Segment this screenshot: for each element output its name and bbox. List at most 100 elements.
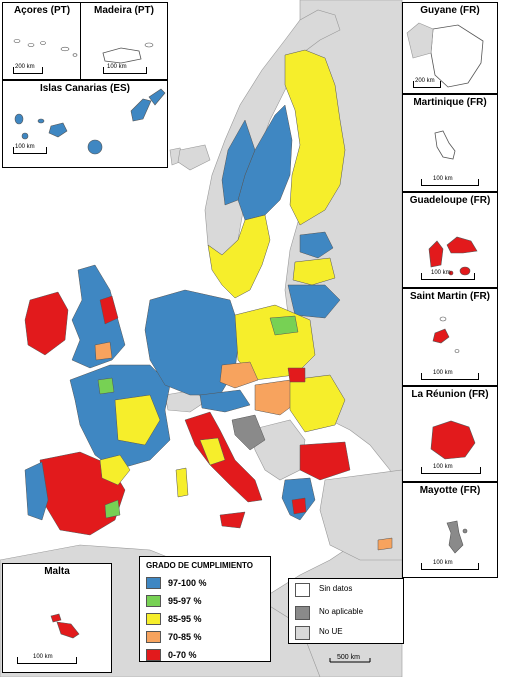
region-italy-yellow: [199, 437, 226, 466]
region-portugal: [24, 461, 49, 521]
inset-mayotte-title: Mayotte (FR): [419, 485, 481, 496]
legend-swatch-non-eu: [295, 626, 310, 640]
inset-canarias-scalebar: [13, 147, 47, 154]
inset-azores-scalebar: [13, 67, 43, 74]
region-finland: [284, 49, 346, 226]
legend-swatch: [146, 595, 161, 607]
main-scalebar: [329, 658, 371, 663]
inset-madeira: Madeira (PT) 100 km: [80, 2, 168, 80]
inset-martinique-title: Martinique (FR): [413, 97, 487, 108]
inset-reunion-scalebar: [421, 467, 481, 474]
inset-malta-map: [50, 613, 80, 639]
inset-mayotte-scale: 100 km: [433, 560, 453, 566]
region-greece-red: [291, 497, 307, 515]
inset-reunion-title: La Réunion (FR): [411, 389, 489, 400]
legend-label: 95-97 %: [168, 596, 202, 606]
region-cyprus: [377, 537, 393, 551]
legend-swatch: [146, 613, 161, 625]
legend-label-not-applicable: No aplicable: [319, 607, 364, 616]
region-sweden-south: [207, 214, 271, 299]
inset-martinique-scalebar: [421, 179, 479, 186]
inset-malta-scale: 100 km: [33, 654, 53, 660]
region-ireland: [24, 291, 69, 356]
legend-swatch: [146, 631, 161, 643]
region-estonia: [299, 231, 334, 259]
inset-guyane: Guyane (FR) 200 km: [402, 2, 498, 94]
inset-reunion-scale: 100 km: [433, 464, 453, 470]
region-romania: [289, 374, 346, 433]
inset-guyane-scale: 200 km: [415, 78, 435, 84]
main-scale-label: 500 km: [337, 654, 360, 661]
inset-guyane-scalebar: [413, 81, 441, 88]
inset-malta-scalebar: [17, 657, 77, 664]
region-norway-coast: [221, 119, 256, 206]
legend-swatch-no-data: [295, 583, 310, 597]
inset-martinique-scale: 100 km: [433, 176, 453, 182]
inset-mayotte-map: [446, 520, 468, 554]
inset-madeira-scalebar: [103, 67, 147, 74]
inset-madeira-scale: 100 km: [107, 64, 127, 70]
legend-label: 0-70 %: [168, 650, 197, 660]
inset-guadeloupe-scale: 100 km: [431, 270, 451, 276]
region-sicily: [219, 511, 246, 529]
inset-saint-martin-scalebar: [421, 373, 479, 380]
legend-swatch-not-applicable: [295, 606, 310, 620]
legend-label: 70-85 %: [168, 632, 202, 642]
inset-guyane-map: [406, 22, 484, 88]
region-austria: [199, 389, 251, 413]
legend-swatch: [146, 577, 161, 589]
inset-azores-map: [13, 39, 78, 57]
inset-azores: Açores (PT) 200 km: [2, 2, 82, 80]
non-eu-iceland: [177, 144, 211, 171]
region-latvia: [292, 257, 336, 286]
legend-swatch: [146, 649, 161, 661]
region-bulgaria: [299, 441, 351, 481]
region-france-yellow: [114, 394, 161, 446]
inset-azores-scale: 200 km: [15, 64, 35, 70]
region-spain-green: [104, 499, 121, 519]
region-poland-green: [269, 315, 299, 336]
legend-compliance: GRADO DE CUMPLIMIENTO 97-100 % 95-97 % 8…: [139, 556, 271, 662]
inset-reunion: La Réunion (FR) 100 km: [402, 386, 498, 482]
region-spain-yellow: [99, 454, 131, 486]
inset-saint-martin: Saint Martin (FR) 100 km: [402, 288, 498, 386]
region-uk: [71, 264, 126, 369]
inset-mayotte-scalebar: [421, 563, 479, 570]
inset-saint-martin-scale: 100 km: [433, 370, 453, 376]
inset-guyane-title: Guyane (FR): [420, 5, 480, 16]
region-uk-red: [99, 295, 119, 325]
inset-malta: Malta 100 km: [2, 563, 112, 673]
inset-martinique-map: [434, 130, 456, 160]
region-czechia: [219, 361, 259, 389]
inset-madeira-title: Madeira (PT): [93, 5, 154, 16]
inset-canarias-scale: 100 km: [15, 144, 35, 150]
inset-reunion-map: [430, 420, 476, 460]
inset-azores-title: Açores (PT): [13, 5, 71, 16]
inset-guadeloupe-title: Guadeloupe (FR): [409, 195, 491, 206]
inset-guadeloupe: Guadeloupe (FR) 100 km: [402, 192, 498, 288]
legend-title: GRADO DE CUMPLIMIENTO: [146, 561, 253, 570]
inset-mayotte: Mayotte (FR) 100 km: [402, 482, 498, 578]
legend-label: 85-95 %: [168, 614, 202, 624]
region-sardinia: [175, 467, 189, 498]
region-romania-red: [287, 367, 306, 383]
region-croatia: [231, 414, 266, 451]
inset-malta-title: Malta: [44, 566, 70, 577]
inset-canarias-map: [14, 88, 166, 155]
non-eu-balkans: [249, 419, 306, 481]
region-lithuania: [287, 284, 341, 319]
region-france-green: [97, 377, 115, 395]
inset-guadeloupe-scalebar: [421, 273, 475, 280]
inset-saint-martin-map: [432, 316, 460, 353]
legend-other: Sin datos No aplicable No UE: [288, 578, 404, 644]
legend-label: 97-100 %: [168, 578, 207, 588]
inset-saint-martin-title: Saint Martin (FR): [410, 291, 490, 302]
legend-label-non-eu: No UE: [319, 627, 343, 636]
inset-guadeloupe-map: [428, 236, 478, 276]
inset-madeira-map: [102, 42, 154, 64]
inset-canarias-title: Islas Canarias (ES): [39, 83, 131, 94]
inset-martinique: Martinique (FR) 100 km: [402, 94, 498, 192]
inset-canarias: Islas Canarias (ES) 100 km: [2, 80, 168, 168]
region-uk-orange: [94, 341, 113, 361]
